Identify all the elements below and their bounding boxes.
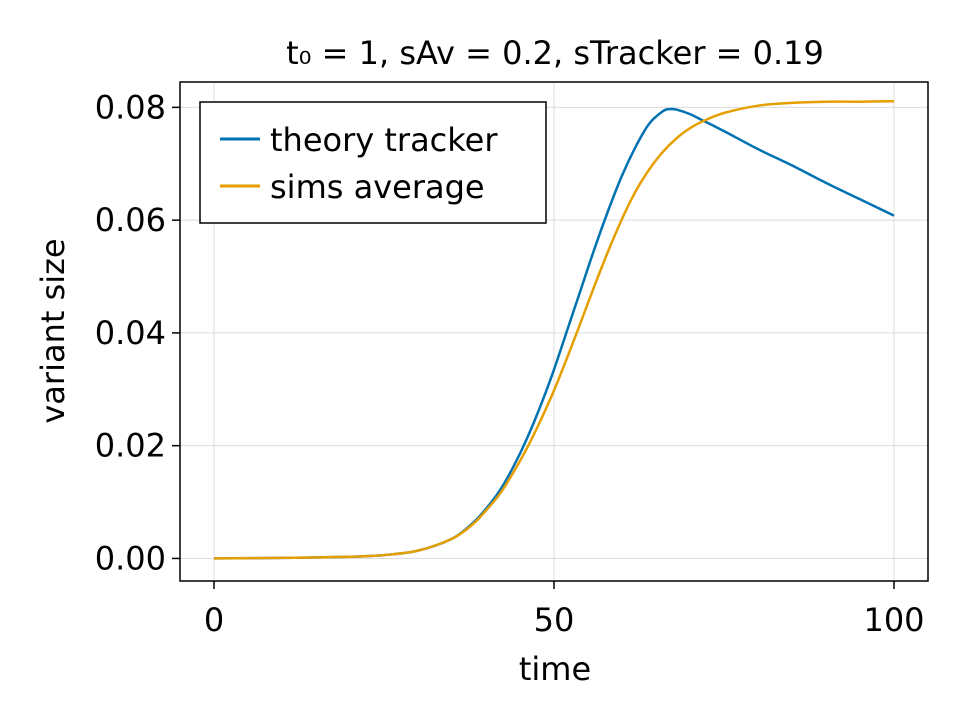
- legend-box: [199, 101, 547, 224]
- y-tick-label: 0.06: [95, 201, 166, 239]
- y-ticks: 0.00 0.02 0.04 0.06 0.08: [95, 88, 180, 577]
- legend-label-theory-tracker: theory tracker: [270, 121, 498, 159]
- legend: theory tracker sims average: [199, 101, 547, 224]
- y-tick-label: 0.02: [95, 427, 166, 465]
- y-tick-label: 0.00: [95, 539, 166, 577]
- chart-title: t₀ = 1, sAv = 0.2, sTracker = 0.19: [286, 34, 824, 72]
- legend-label-sims-average: sims average: [270, 168, 485, 206]
- x-axis-label: time: [519, 650, 591, 688]
- x-ticks: 0 50 100: [204, 581, 925, 639]
- x-tick-label: 100: [863, 601, 924, 639]
- y-tick-label: 0.04: [95, 314, 166, 352]
- x-tick-label: 50: [534, 601, 575, 639]
- y-axis-label: variant size: [34, 238, 72, 423]
- y-tick-label: 0.08: [95, 88, 166, 126]
- series-layer: [213, 99, 895, 560]
- series-line-sims-average: [213, 99, 895, 560]
- x-tick-label: 0: [204, 601, 224, 639]
